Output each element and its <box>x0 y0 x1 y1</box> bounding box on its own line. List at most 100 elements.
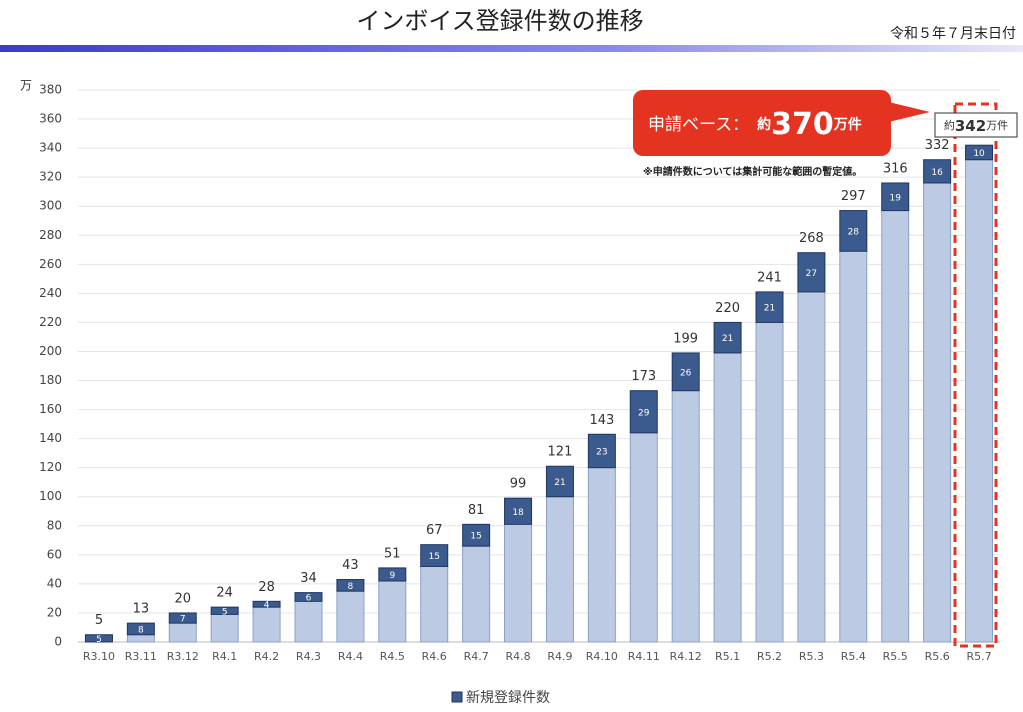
segment-label: 4 <box>264 601 270 611</box>
segment-label: 5 <box>96 635 102 645</box>
latest-total-box <box>934 112 1018 138</box>
bar-segment <box>420 544 449 567</box>
bar-segment <box>629 390 658 434</box>
y-tick-label: 20 <box>47 605 62 619</box>
x-tick-label: R4.10 <box>586 650 618 663</box>
bar-segment <box>210 606 239 615</box>
callout-suffix: 万件 <box>833 116 862 133</box>
y-tick-label: 380 <box>39 83 62 97</box>
total-label: 241 <box>757 270 782 285</box>
highlight-box <box>953 102 998 648</box>
y-tick-label: 120 <box>39 460 62 474</box>
total-label: 297 <box>841 189 866 204</box>
total-label: 28 <box>258 580 275 595</box>
total-label: 67 <box>426 523 443 538</box>
segment-label: 15 <box>470 532 481 542</box>
bar-segment <box>881 182 910 212</box>
segment-label: 26 <box>680 368 692 378</box>
total-label: 43 <box>342 558 359 573</box>
latest-suffix: 万件 <box>986 119 1008 132</box>
bar-segment <box>210 613 239 643</box>
segment-label: 15 <box>429 552 440 562</box>
bar-segment <box>923 182 952 643</box>
x-tick-label: R4.9 <box>547 650 572 663</box>
segment-label: 18 <box>512 508 524 518</box>
callout-text: 申請ベース： 約370万件 <box>648 107 862 142</box>
bar-segment <box>420 565 449 643</box>
bar-segment <box>587 433 616 469</box>
segment-label: 21 <box>764 304 775 314</box>
bar-segment <box>965 144 994 161</box>
bar-segment <box>294 592 323 602</box>
total-label: 51 <box>384 546 401 561</box>
callout-note: ※申請件数については集計可能な範囲の暫定値。 <box>643 165 862 178</box>
total-label: 121 <box>548 445 573 460</box>
x-tick-label: R3.10 <box>83 650 115 663</box>
total-label: 316 <box>883 161 908 176</box>
bar-segment <box>839 210 868 252</box>
segment-label: 8 <box>138 625 144 635</box>
total-label: 81 <box>468 503 485 518</box>
bar-segment <box>923 159 952 184</box>
x-tick-label: R5.4 <box>841 650 866 663</box>
total-label: 13 <box>133 602 150 617</box>
total-label: 143 <box>589 413 614 428</box>
total-label: 220 <box>715 301 740 316</box>
segment-label: 7 <box>180 615 186 625</box>
bar-segment <box>462 545 491 643</box>
legend: 新規登録件数 <box>451 690 550 706</box>
y-tick-label: 160 <box>39 402 62 416</box>
x-tick-label: R4.6 <box>422 650 447 663</box>
legend-swatch <box>451 691 463 703</box>
segment-label: 28 <box>848 227 860 237</box>
callout <box>633 90 891 156</box>
bar-segment <box>755 291 784 323</box>
x-tick-label: R5.6 <box>925 650 950 663</box>
total-label: 268 <box>799 231 824 246</box>
bar-segment <box>84 634 113 643</box>
x-tick-label: R5.5 <box>883 650 908 663</box>
x-tick-label: R4.7 <box>464 650 489 663</box>
segment-label: 21 <box>554 478 565 488</box>
bar-segment <box>797 252 826 293</box>
y-tick-label: 240 <box>39 286 62 300</box>
bar-segment <box>126 622 155 636</box>
x-tick-label: R4.8 <box>505 650 530 663</box>
bar-segment <box>504 497 533 525</box>
bar-segment <box>881 210 910 643</box>
bar-segment <box>713 321 742 354</box>
y-tick-label: 360 <box>39 112 62 126</box>
bar-segment <box>462 523 491 547</box>
callout-value: 370 <box>771 107 834 142</box>
x-tick-label: R5.1 <box>715 650 740 663</box>
bar-segment <box>839 250 868 643</box>
x-tick-label: R4.4 <box>338 650 363 663</box>
y-tick-label: 80 <box>47 518 62 532</box>
total-label: 34 <box>300 571 317 586</box>
segment-label: 19 <box>890 193 902 203</box>
bar-segment <box>545 496 574 643</box>
y-tick-label: 260 <box>39 257 62 271</box>
y-tick-label: 280 <box>39 228 62 242</box>
bar-segment <box>252 606 281 643</box>
y-tick-label: 200 <box>39 344 62 358</box>
segment-label: 6 <box>306 593 312 603</box>
y-tick-label: 220 <box>39 315 62 329</box>
total-label: 173 <box>631 369 656 384</box>
callout-prefix: 約 <box>757 116 771 133</box>
latest-value: 342 <box>955 117 986 135</box>
bar-segment <box>378 567 407 582</box>
y-tick-label: 300 <box>39 199 62 213</box>
segment-label: 8 <box>348 582 354 592</box>
x-tick-label: R5.7 <box>966 650 991 663</box>
total-label: 5 <box>95 613 103 628</box>
x-tick-label: R3.11 <box>125 650 157 663</box>
bar-segment <box>713 352 742 643</box>
segment-label: 29 <box>638 408 650 418</box>
y-tick-label: 340 <box>39 141 62 155</box>
bar-segment <box>168 612 197 624</box>
bar-segment <box>755 321 784 643</box>
x-tick-label: R5.3 <box>799 650 824 663</box>
y-tick-label: 140 <box>39 431 62 445</box>
